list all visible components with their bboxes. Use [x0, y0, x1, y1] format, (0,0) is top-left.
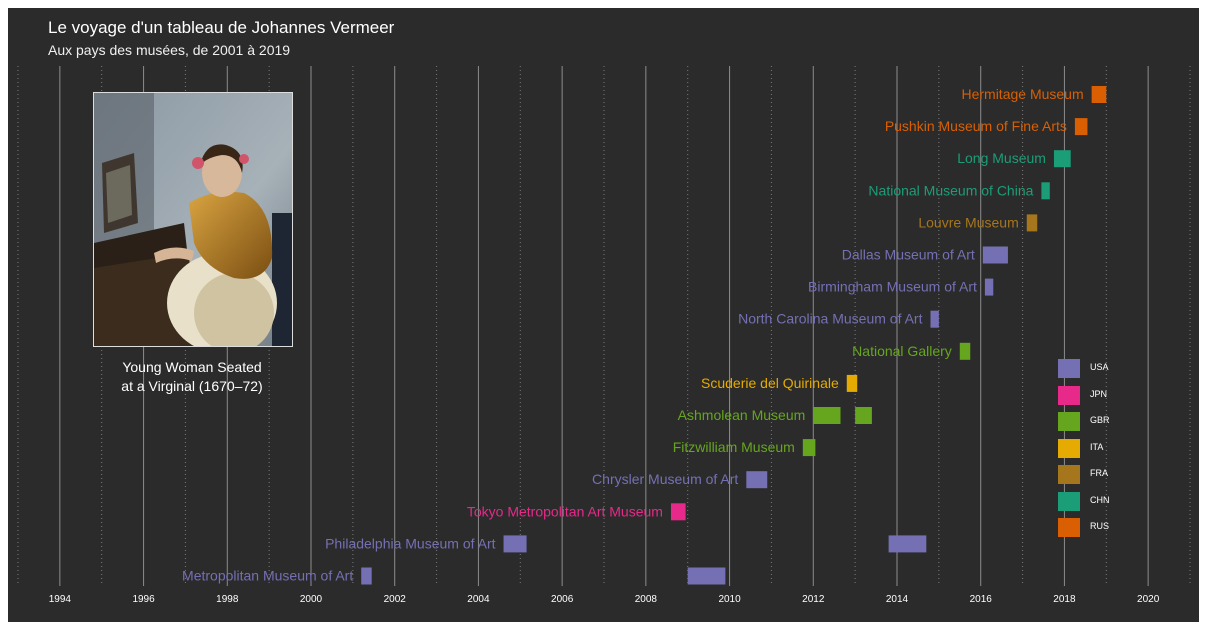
- museum-label: National Gallery: [852, 343, 952, 359]
- museum-label: Long Museum: [957, 150, 1046, 166]
- x-tick-label: 2000: [300, 594, 323, 605]
- legend-item: CHN: [1058, 491, 1138, 519]
- chart-panel: Le voyage d'un tableau de Johannes Verme…: [8, 8, 1199, 622]
- legend-item: JPN: [1058, 385, 1138, 413]
- museum-bar: [813, 407, 841, 424]
- x-tick-label: 2018: [1053, 594, 1076, 605]
- museum-bar: [982, 246, 1008, 264]
- museum-label: Dallas Museum of Art: [842, 247, 975, 263]
- museum-label: Hermitage Museum: [961, 86, 1083, 102]
- legend-label: GBR: [1090, 415, 1110, 425]
- legend-swatch: [1058, 491, 1080, 511]
- museum-label: Louvre Museum: [918, 214, 1018, 230]
- legend-label: JPN: [1090, 388, 1108, 399]
- chart-subtitle: Aux pays des musées, de 2001 à 2019: [48, 42, 291, 58]
- x-tick-label: 2014: [886, 594, 909, 605]
- museum-label: Pushkin Museum of Fine Arts: [885, 118, 1067, 134]
- museum-label: Birmingham Museum of Art: [808, 279, 977, 295]
- museum-bar: [855, 407, 872, 424]
- museum-label: North Carolina Museum of Art: [738, 311, 923, 327]
- painting-image: [93, 92, 293, 347]
- legend-swatch: [1058, 412, 1080, 431]
- legend-label: FRA: [1090, 468, 1108, 478]
- x-tick-label: 2016: [970, 594, 993, 605]
- legend-item: RUS: [1058, 518, 1138, 545]
- legend-swatch: [1058, 438, 1080, 458]
- museum-label: National Museum of China: [868, 182, 1033, 198]
- x-tick-label: 2012: [802, 594, 825, 605]
- x-tick-label: 2020: [1137, 594, 1160, 605]
- legend-label: RUS: [1090, 521, 1110, 531]
- museum-bar: [687, 567, 726, 585]
- x-tick-label: 1996: [132, 594, 155, 605]
- museum-bar: [361, 567, 372, 585]
- legend-swatch: [1058, 359, 1080, 378]
- legend-item: USA: [1058, 359, 1138, 386]
- x-tick-label: 2006: [551, 594, 574, 605]
- x-tick-label: 1994: [49, 594, 72, 605]
- museum-bar: [1053, 150, 1071, 168]
- x-tick-label: 2008: [635, 594, 658, 605]
- legend-item: FRA: [1058, 465, 1138, 492]
- museum-bar: [1041, 182, 1050, 200]
- legend-label: ITA: [1090, 441, 1104, 452]
- museum-bar: [930, 310, 939, 328]
- museum-bar: [846, 374, 858, 392]
- museum-bar: [503, 535, 527, 553]
- x-tick-label: 1998: [216, 594, 239, 605]
- museum-bar: [959, 342, 971, 360]
- legend-swatch: [1058, 385, 1080, 405]
- x-tick-label: 2002: [384, 594, 407, 605]
- museum-bar: [746, 471, 768, 489]
- museum-bar: [670, 503, 686, 521]
- legend-swatch: [1058, 465, 1080, 484]
- museum-bar: [1091, 86, 1107, 103]
- legend-item: GBR: [1058, 412, 1138, 439]
- chart-title: Le voyage d'un tableau de Johannes Verme…: [48, 18, 395, 37]
- legend-label: USA: [1090, 362, 1109, 372]
- museum-bar: [802, 439, 816, 457]
- museum-bar: [1074, 118, 1088, 136]
- museum-bar: [984, 278, 994, 296]
- museum-bar: [888, 535, 927, 553]
- caption-line-1: Young Woman Seated: [122, 359, 262, 375]
- painting-caption: Young Woman Seated at a Virginal (1670–7…: [92, 358, 292, 396]
- caption-line-2: at a Virginal (1670–72): [121, 378, 263, 394]
- x-tick-label: 2010: [718, 594, 741, 605]
- museum-bar: [1026, 214, 1038, 232]
- museum-label: Philadelphia Museum of Art: [325, 535, 496, 551]
- museum-label: Metropolitan Museum of Art: [182, 568, 353, 584]
- museum-label: Chrysler Museum of Art: [592, 471, 738, 487]
- legend-swatch: [1058, 518, 1080, 537]
- museum-label: Tokyo Metropolitan Art Museum: [467, 503, 663, 519]
- legend-item: ITA: [1058, 438, 1138, 466]
- museum-label: Ashmolean Museum: [678, 407, 806, 423]
- legend-label: CHN: [1090, 494, 1110, 505]
- museum-label: Scuderie del Quirinale: [701, 375, 839, 391]
- country-legend: USA JPN GBR ITA FRA CHN RUS: [1058, 359, 1138, 545]
- museum-label: Fitzwilliam Museum: [673, 439, 795, 455]
- x-tick-label: 2004: [467, 594, 490, 605]
